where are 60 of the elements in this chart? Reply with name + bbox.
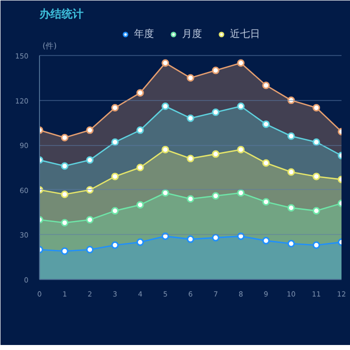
legend-label: 年度 bbox=[134, 28, 154, 41]
point bbox=[312, 138, 320, 146]
point bbox=[86, 156, 94, 164]
point bbox=[162, 232, 170, 240]
legend-label: 月度 bbox=[182, 28, 202, 41]
point bbox=[262, 198, 270, 206]
point bbox=[262, 120, 270, 128]
point bbox=[287, 96, 295, 104]
point bbox=[262, 236, 270, 244]
point bbox=[237, 59, 245, 67]
point bbox=[212, 192, 220, 200]
point bbox=[287, 168, 295, 176]
point bbox=[262, 159, 270, 167]
point bbox=[287, 240, 295, 248]
point bbox=[162, 146, 170, 154]
point bbox=[162, 59, 170, 67]
point bbox=[186, 114, 194, 122]
point bbox=[86, 246, 94, 254]
y-axis-title: (件) bbox=[42, 42, 57, 50]
point bbox=[162, 189, 170, 197]
point bbox=[212, 66, 220, 74]
point bbox=[111, 207, 119, 215]
point bbox=[111, 241, 119, 249]
point bbox=[186, 235, 194, 243]
point bbox=[162, 102, 170, 110]
point bbox=[186, 154, 194, 162]
point bbox=[212, 150, 220, 158]
legend-label: 近七日 bbox=[230, 28, 260, 41]
point bbox=[111, 138, 119, 146]
point bbox=[237, 102, 245, 110]
point bbox=[186, 74, 194, 82]
point bbox=[136, 164, 144, 172]
point bbox=[312, 172, 320, 180]
point bbox=[212, 108, 220, 116]
point bbox=[60, 247, 68, 255]
point bbox=[111, 104, 119, 112]
point bbox=[136, 89, 144, 97]
point bbox=[312, 241, 320, 249]
point bbox=[186, 195, 194, 203]
point bbox=[136, 126, 144, 134]
point bbox=[287, 132, 295, 140]
point bbox=[86, 186, 94, 194]
chart-title: 办结统计 bbox=[38, 8, 84, 20]
point bbox=[136, 201, 144, 209]
point bbox=[60, 162, 68, 170]
point bbox=[86, 216, 94, 224]
point bbox=[212, 234, 220, 242]
point bbox=[312, 104, 320, 112]
point bbox=[136, 238, 144, 246]
point bbox=[287, 204, 295, 212]
point bbox=[111, 172, 119, 180]
point bbox=[237, 146, 245, 154]
point bbox=[237, 232, 245, 240]
point bbox=[60, 219, 68, 226]
point bbox=[86, 126, 94, 134]
point bbox=[237, 189, 245, 197]
point bbox=[60, 134, 68, 142]
point bbox=[262, 82, 270, 90]
point bbox=[60, 190, 68, 198]
point bbox=[312, 207, 320, 215]
